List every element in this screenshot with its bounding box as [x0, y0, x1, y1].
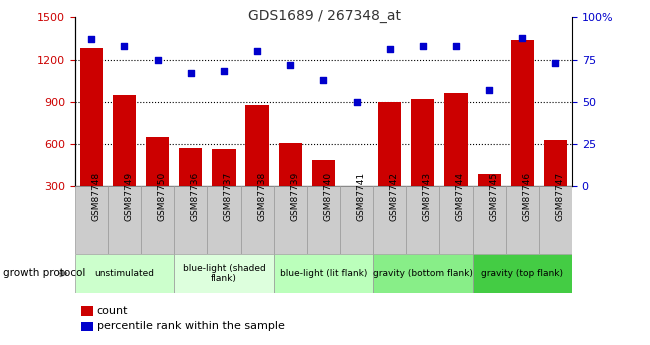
Bar [240, 186, 274, 254]
Bar [274, 254, 373, 293]
Text: GSM87741: GSM87741 [356, 172, 365, 221]
Text: GSM87745: GSM87745 [489, 172, 498, 221]
Point [417, 43, 428, 49]
Text: GSM87742: GSM87742 [389, 172, 398, 221]
Text: GSM87743: GSM87743 [422, 172, 432, 221]
Bar [345, 188, 368, 228]
Text: GSM87736: GSM87736 [191, 172, 200, 221]
Bar [378, 102, 401, 228]
Bar [174, 254, 274, 293]
Bar [539, 186, 572, 254]
Bar [80, 48, 103, 228]
Point [186, 70, 196, 76]
Text: gravity (bottom flank): gravity (bottom flank) [373, 269, 473, 278]
Point [218, 69, 229, 74]
Bar [473, 254, 572, 293]
Bar [75, 186, 108, 254]
Text: GSM87750: GSM87750 [157, 172, 166, 221]
Text: growth protocol: growth protocol [3, 268, 86, 278]
Bar [146, 137, 169, 228]
Bar [207, 186, 240, 254]
Text: unstimulated: unstimulated [94, 269, 155, 278]
Text: GSM87748: GSM87748 [91, 172, 100, 221]
Text: GSM87738: GSM87738 [257, 172, 266, 221]
Text: blue-light (lit flank): blue-light (lit flank) [280, 269, 367, 278]
Bar [373, 254, 473, 293]
Bar [75, 254, 174, 293]
Text: GSM87747: GSM87747 [555, 172, 564, 221]
Text: GSM87737: GSM87737 [224, 172, 233, 221]
Bar [411, 99, 434, 228]
Bar [274, 186, 307, 254]
Bar [312, 159, 335, 228]
Text: GSM87749: GSM87749 [125, 172, 133, 221]
Bar [506, 186, 539, 254]
Point [550, 60, 560, 66]
Bar [478, 174, 500, 228]
Bar [439, 186, 473, 254]
Bar [246, 105, 268, 228]
Point [86, 37, 97, 42]
Bar [307, 186, 340, 254]
Text: GDS1689 / 267348_at: GDS1689 / 267348_at [248, 9, 402, 23]
Point [351, 99, 361, 105]
Bar [340, 186, 373, 254]
Bar [174, 186, 207, 254]
Text: gravity (top flank): gravity (top flank) [481, 269, 564, 278]
Bar [373, 186, 406, 254]
Text: blue-light (shaded
flank): blue-light (shaded flank) [183, 264, 265, 283]
Text: GSM87746: GSM87746 [523, 172, 531, 221]
Point [450, 43, 461, 49]
Point [252, 48, 262, 54]
Bar [511, 40, 534, 228]
Point [484, 87, 494, 93]
Point [517, 35, 528, 40]
Bar [108, 186, 141, 254]
Bar [445, 93, 467, 228]
Bar [544, 140, 567, 228]
Bar [113, 95, 136, 228]
Bar [473, 186, 506, 254]
Point [285, 62, 295, 67]
Text: count: count [97, 306, 128, 316]
Bar [279, 142, 302, 228]
Bar [141, 186, 174, 254]
Text: GSM87744: GSM87744 [456, 172, 465, 221]
Text: percentile rank within the sample: percentile rank within the sample [97, 322, 285, 331]
Text: GSM87740: GSM87740 [324, 172, 332, 221]
Bar [213, 149, 235, 228]
Point [384, 47, 395, 52]
Point [120, 43, 130, 49]
Point [318, 77, 328, 82]
Point [152, 57, 162, 62]
Text: GSM87739: GSM87739 [290, 172, 299, 221]
Bar [179, 148, 202, 228]
Bar [406, 186, 439, 254]
